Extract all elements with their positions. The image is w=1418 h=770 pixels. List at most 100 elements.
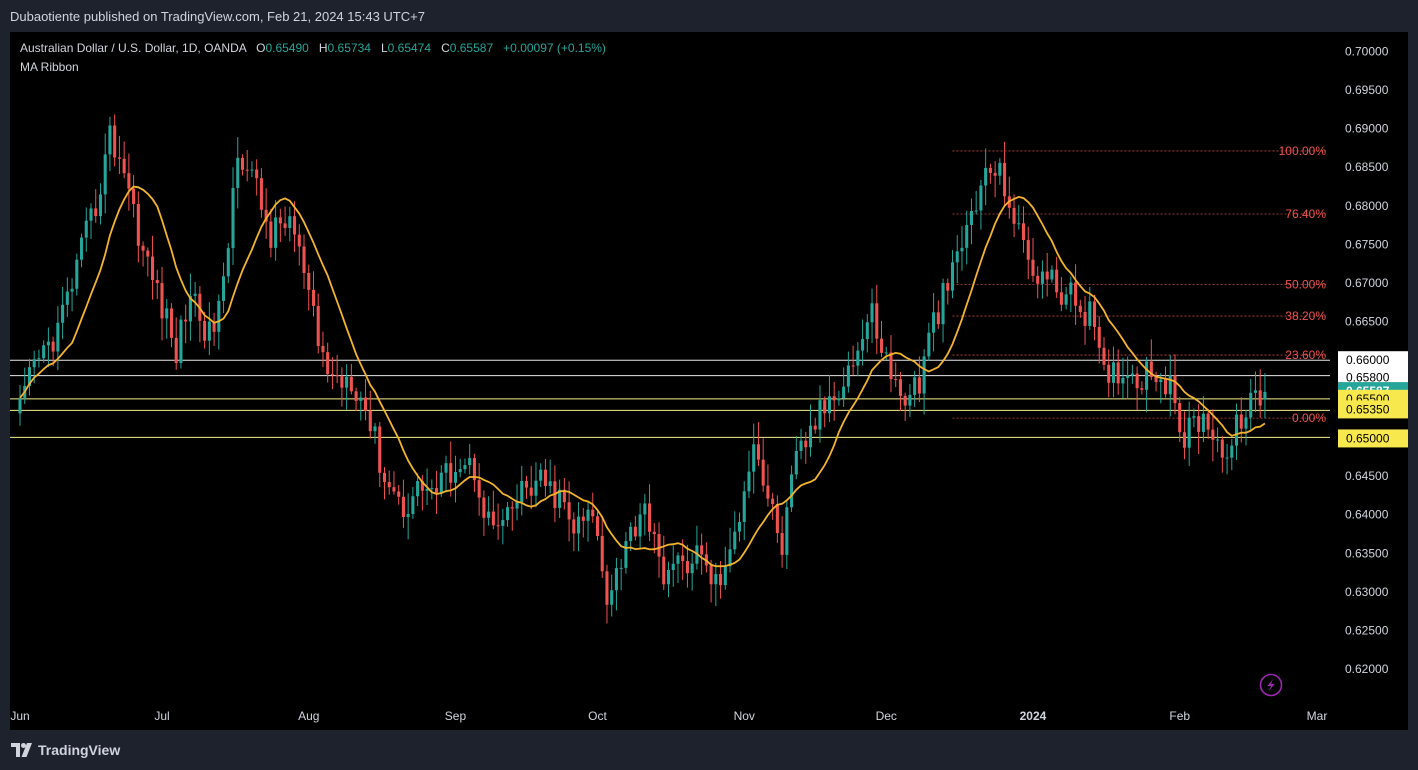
candle xyxy=(430,479,434,500)
candle xyxy=(704,542,708,573)
svg-text:0.65350: 0.65350 xyxy=(1346,402,1390,416)
candle xyxy=(562,478,566,510)
candle xyxy=(198,286,202,343)
low-label: L xyxy=(380,41,388,55)
candle xyxy=(146,247,150,277)
candle xyxy=(184,304,188,344)
candle xyxy=(534,462,538,508)
candle xyxy=(695,525,699,570)
candle xyxy=(714,562,718,607)
candle xyxy=(917,356,921,403)
candle xyxy=(203,311,207,349)
candle xyxy=(345,364,349,410)
tradingview-brand: TradingView xyxy=(38,742,121,758)
candle xyxy=(799,428,803,460)
candle xyxy=(577,502,581,552)
candle xyxy=(160,266,164,341)
candle xyxy=(657,522,661,578)
candle xyxy=(908,383,912,417)
candle xyxy=(946,278,950,305)
candle xyxy=(477,463,481,516)
candle xyxy=(1178,396,1182,442)
candle xyxy=(326,342,330,383)
candle xyxy=(311,271,316,317)
candle xyxy=(463,458,467,474)
candle xyxy=(804,431,808,464)
candle xyxy=(108,116,112,172)
candle xyxy=(671,545,675,587)
fib-level-label: 38.20% xyxy=(1285,309,1326,323)
candle xyxy=(737,512,742,542)
candle xyxy=(444,455,448,493)
candle xyxy=(548,459,552,494)
price-chart[interactable]: 100.00% 76.40% 50.00% 38.20% 23.60% 0.00% 0.7… xyxy=(0,0,1418,730)
open-value: 0.65490 xyxy=(265,41,309,55)
price-tick-label: 0.68500 xyxy=(1345,160,1389,174)
time-tick-label: Mar xyxy=(1307,709,1328,723)
candle xyxy=(1225,443,1229,475)
candle xyxy=(984,148,988,206)
time-tick-label: Dec xyxy=(876,709,897,723)
candle xyxy=(449,441,453,497)
candle xyxy=(861,319,865,366)
candle xyxy=(662,535,666,591)
candle xyxy=(875,284,879,354)
candle xyxy=(1107,349,1111,398)
candle xyxy=(932,293,936,352)
candle xyxy=(823,396,827,428)
candle xyxy=(264,188,268,239)
high-value: 0.65734 xyxy=(327,41,371,55)
candle xyxy=(1263,373,1267,419)
ma-ribbon xyxy=(19,185,1266,568)
candle xyxy=(1069,276,1073,313)
candle xyxy=(439,465,443,497)
candle xyxy=(851,345,855,376)
candle xyxy=(65,277,69,317)
lightning-icon[interactable] xyxy=(1259,673,1283,697)
candle xyxy=(529,465,533,510)
candle xyxy=(136,191,140,263)
candle xyxy=(1234,403,1239,460)
time-axis: Jun Jul Aug Sep Oct Nov Dec 2024 Feb Mar xyxy=(10,709,1327,723)
time-tick-label: Jun xyxy=(10,709,29,723)
candle xyxy=(373,423,377,444)
price-labels: 0.660000.658000.6558713:16:190.655000.65… xyxy=(1338,351,1408,448)
candle xyxy=(842,367,846,408)
tradingview-logo[interactable]: TradingView xyxy=(11,742,120,758)
candle xyxy=(250,161,254,177)
candle xyxy=(766,464,770,507)
candle xyxy=(416,473,420,506)
candle xyxy=(321,331,325,368)
candle xyxy=(491,490,495,530)
candle xyxy=(1040,260,1044,299)
price-tick-label: 0.68000 xyxy=(1345,199,1389,213)
candle xyxy=(406,493,410,540)
time-tick-label: Sep xyxy=(445,709,467,723)
candle xyxy=(411,487,415,519)
candle xyxy=(307,264,311,311)
candle xyxy=(179,315,183,369)
price-tick-label: 0.69500 xyxy=(1345,83,1389,97)
top-bar: Dubaotiente published on TradingView.com… xyxy=(0,0,1418,32)
candle xyxy=(700,533,704,575)
candle xyxy=(51,336,55,367)
candle xyxy=(1036,266,1040,299)
candle xyxy=(572,512,576,552)
candle xyxy=(1017,205,1021,230)
indicator-name: MA Ribbon xyxy=(20,60,79,74)
candle xyxy=(1206,408,1210,439)
close-value: 0.65587 xyxy=(449,41,494,55)
candle xyxy=(468,444,472,475)
candle xyxy=(42,340,46,363)
fib-level-label: 23.60% xyxy=(1285,348,1326,362)
fib-level-label: 50.00% xyxy=(1285,278,1326,292)
candle xyxy=(685,544,689,588)
candle xyxy=(506,501,510,527)
candle xyxy=(94,189,98,223)
candle xyxy=(1111,346,1115,398)
candle xyxy=(127,153,131,211)
candle xyxy=(775,495,779,543)
candle xyxy=(297,224,301,266)
candle xyxy=(591,492,595,523)
candle xyxy=(1021,206,1026,253)
